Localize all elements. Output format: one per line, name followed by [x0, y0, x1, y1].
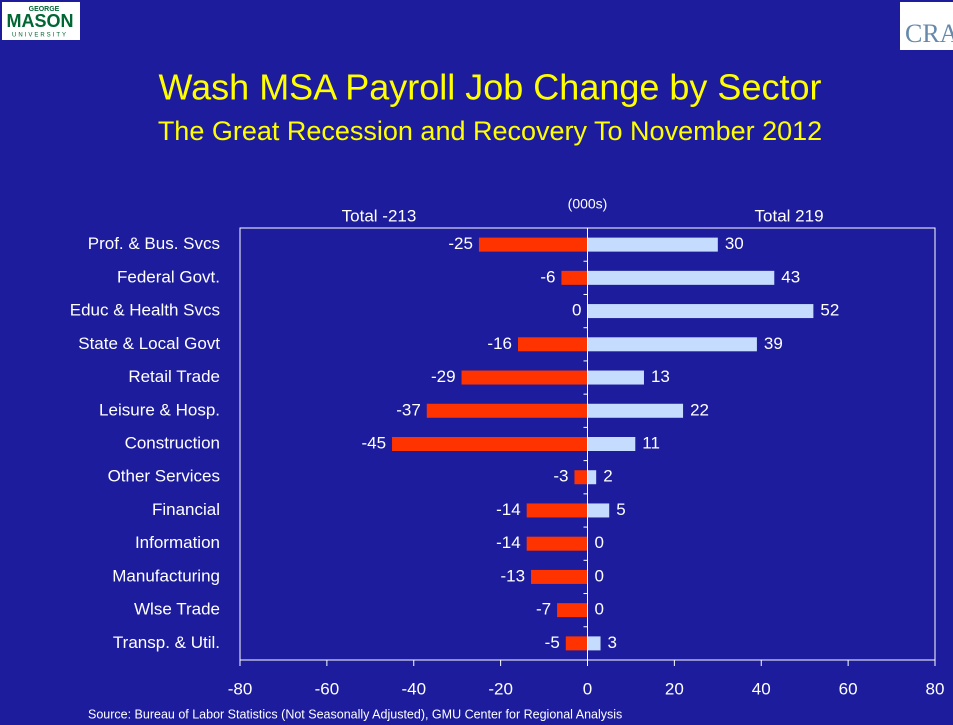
bar [561, 270, 588, 285]
x-tick-label: 40 [752, 679, 771, 698]
annotation: Total 219 [755, 206, 824, 225]
bar [565, 636, 588, 651]
bar [392, 437, 588, 451]
source: Source: Bureau of Labor Statistics (Not … [88, 707, 622, 721]
x-tick-label: -40 [401, 679, 426, 698]
bar [461, 370, 588, 385]
data-label: 39 [764, 334, 783, 353]
x-tick-label: 60 [839, 679, 858, 698]
data-label: 0 [572, 301, 581, 320]
logo-bottom: UNIVERSITY [12, 33, 68, 39]
y-tick-label: Prof. & Bus. Svcs [88, 234, 220, 253]
logo-right: CRA [905, 19, 953, 48]
bar [587, 370, 644, 385]
bar [587, 337, 757, 352]
bar [587, 237, 718, 252]
annotation: Total -213 [342, 206, 417, 225]
data-label: 13 [651, 367, 670, 386]
data-label: 11 [642, 433, 660, 452]
bar [587, 636, 601, 651]
bar [587, 304, 814, 319]
chart-title: Wash MSA Payroll Job Change by Sector [159, 67, 822, 108]
bar [426, 403, 588, 418]
bar [587, 503, 610, 518]
bar [526, 503, 588, 518]
data-label: -25 [448, 234, 473, 253]
data-label: 5 [616, 500, 625, 519]
logo-bg [900, 2, 953, 50]
logo-bg [2, 2, 80, 40]
y-tick-label: Transp. & Util. [113, 633, 220, 652]
y-tick-label: State & Local Govt [78, 334, 220, 353]
x-tick-label: -20 [488, 679, 513, 698]
y-tick-label: Information [135, 533, 220, 552]
gmu-logo: GEORGE MASON UNIVERSITY [2, 2, 80, 40]
y-tick-label: Leisure & Hosp. [99, 400, 220, 419]
bar [531, 569, 588, 584]
data-label: -37 [396, 400, 421, 419]
data-label: 22 [690, 400, 709, 419]
data-label: -16 [487, 334, 512, 353]
y-tick-label: Educ & Health Svcs [70, 301, 220, 320]
bar [574, 470, 588, 485]
data-label: -13 [500, 566, 525, 585]
y-tick-label: Retail Trade [128, 367, 220, 386]
data-label: -5 [545, 633, 560, 652]
data-label: 30 [725, 234, 744, 253]
x-tick-label: 0 [583, 679, 592, 698]
data-label: 0 [595, 566, 604, 585]
data-label: 43 [781, 267, 800, 286]
data-label: 2 [603, 467, 612, 486]
data-label: -14 [496, 500, 521, 519]
data-label: -6 [540, 267, 555, 286]
y-tick-label: Wlse Trade [134, 600, 220, 619]
data-label: -29 [431, 367, 456, 386]
y-tick-label: Manufacturing [112, 566, 220, 585]
x-tick-label: 80 [926, 679, 945, 698]
cra-logo: CRA [900, 2, 953, 50]
data-label: 0 [595, 533, 604, 552]
data-label: 52 [820, 301, 839, 320]
data-label: -45 [361, 433, 386, 452]
data-label: 0 [595, 600, 604, 619]
bar [518, 337, 588, 352]
x-tick-label: 20 [665, 679, 684, 698]
y-tick-label: Federal Govt. [117, 267, 220, 286]
logo-top: GEORGE [29, 6, 60, 13]
bar [526, 536, 588, 551]
bar [478, 237, 588, 252]
annotation: (000s) [568, 196, 608, 212]
bar [557, 603, 588, 618]
y-tick-label: Financial [152, 500, 220, 519]
chart-subtitle: The Great Recession and Recovery To Nove… [158, 116, 822, 146]
data-label: -3 [553, 467, 568, 486]
bar [587, 437, 636, 451]
data-label: 3 [608, 633, 617, 652]
y-tick-label: Other Services [108, 467, 220, 486]
bar [587, 470, 597, 485]
data-label: -7 [536, 600, 551, 619]
x-tick-label: -80 [228, 679, 253, 698]
data-label: -14 [496, 533, 521, 552]
bar [587, 403, 684, 418]
bar [587, 270, 775, 285]
x-tick-label: -60 [315, 679, 340, 698]
y-tick-label: Construction [125, 433, 220, 452]
logo-main: MASON [7, 11, 74, 31]
